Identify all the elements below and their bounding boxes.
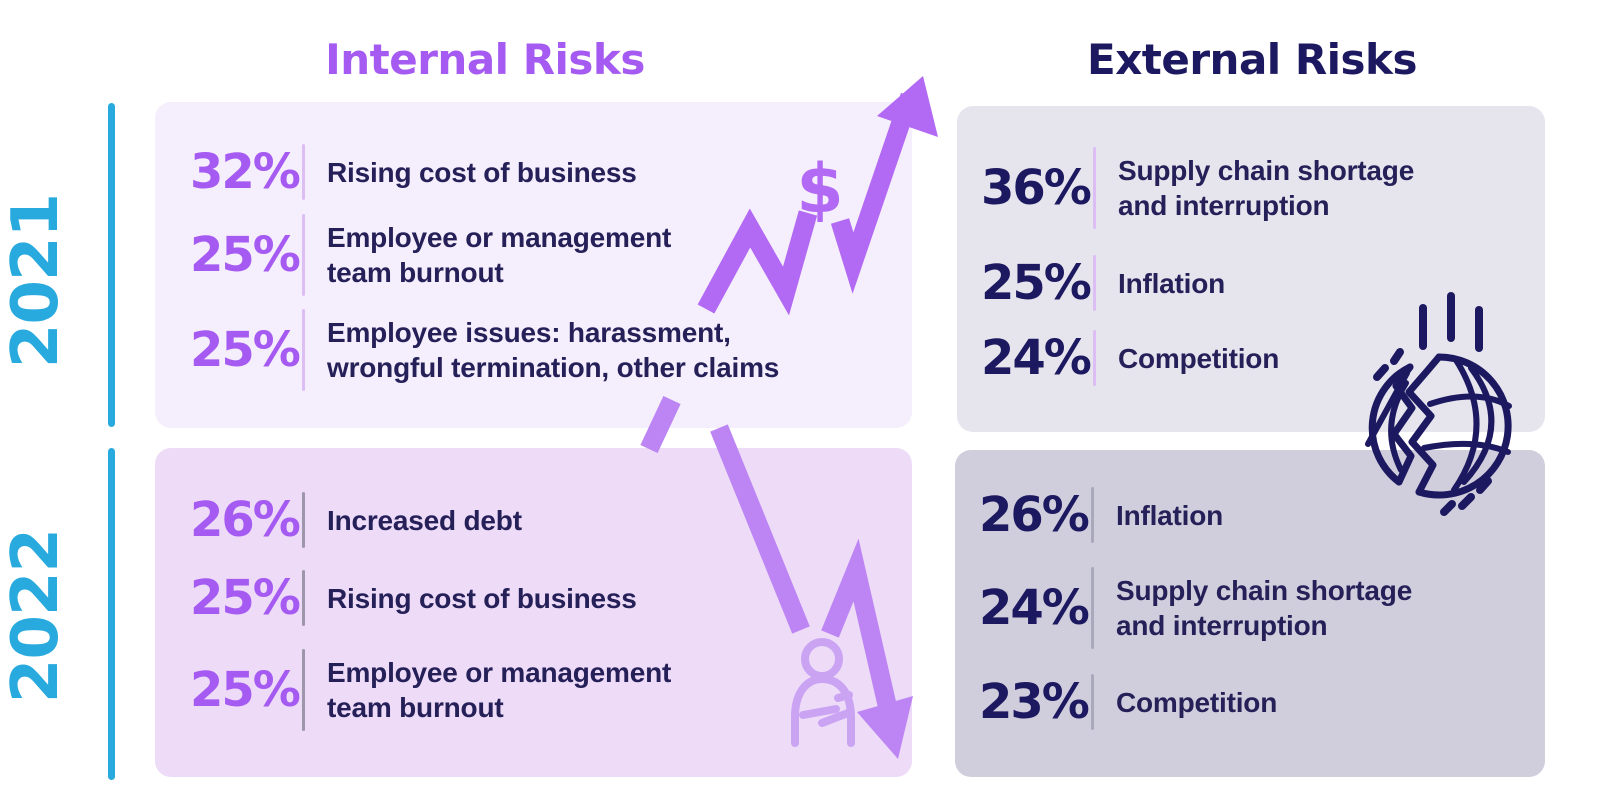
risk-label: Competition [1116, 686, 1278, 718]
external-risks-heading: External Risks [1087, 35, 1417, 84]
risk-percentage: 26% [979, 487, 1090, 543]
risk-label: Supply chain shortage and interruption [1116, 575, 1413, 641]
panel-external-2021: 36% Supply chain shortage and interrupti… [957, 106, 1545, 432]
year-2021-rail [108, 103, 115, 427]
year-2022-label: 2022 [0, 528, 73, 704]
risk-percentage: 23% [979, 674, 1090, 730]
divider [1091, 487, 1094, 543]
risk-row: 24% Supply chain shortage and interrupti… [979, 567, 1412, 649]
divider [1093, 330, 1096, 386]
divider [1093, 255, 1096, 311]
risk-row: 25% Rising cost of business [190, 570, 637, 626]
risk-row: 26% Inflation [979, 487, 1223, 543]
risk-row: 32% Rising cost of business [190, 144, 637, 200]
risk-label: Increased debt [327, 504, 522, 536]
divider [302, 309, 305, 391]
risk-row: 25% Inflation [981, 255, 1225, 311]
risk-percentage: 25% [981, 255, 1092, 311]
risk-label: Employee or management team burnout [327, 222, 672, 288]
panel-internal-2022: 26% Increased debt 25% Rising cost of bu… [155, 448, 912, 777]
risk-percentage: 24% [981, 330, 1092, 386]
risk-percentage: 36% [981, 160, 1092, 216]
divider [1091, 567, 1094, 649]
year-2022-rail [108, 448, 115, 780]
risk-label: Employee issues: harassment, wrongful te… [327, 317, 780, 383]
risk-row: 36% Supply chain shortage and interrupti… [981, 147, 1414, 229]
risk-row: 26% Increased debt [190, 492, 522, 548]
risk-row: 25% Employee issues: harassment, wrongfu… [190, 309, 779, 391]
panel-internal-2021: 32% Rising cost of business 25% Employee… [155, 102, 912, 428]
risk-label: Supply chain shortage and interruption [1118, 155, 1415, 221]
divider [1091, 674, 1094, 730]
divider [302, 649, 305, 731]
risk-percentage: 25% [190, 322, 301, 378]
divider [302, 492, 305, 548]
panel-external-2022: 26% Inflation 24% Supply chain shortage … [955, 450, 1545, 777]
risk-percentage: 25% [190, 570, 301, 626]
risk-row: 24% Competition [981, 330, 1279, 386]
divider [302, 570, 305, 626]
risk-row: 25% Employee or management team burnout [190, 214, 671, 296]
internal-risks-heading: Internal Risks [325, 35, 645, 84]
risk-label: Rising cost of business [327, 156, 637, 188]
risk-row: 25% Employee or management team burnout [190, 649, 671, 731]
risk-label: Inflation [1116, 499, 1224, 531]
risk-label: Rising cost of business [327, 582, 637, 614]
risk-label: Employee or management team burnout [327, 657, 672, 723]
divider [1093, 147, 1096, 229]
divider [302, 214, 305, 296]
risk-percentage: 24% [979, 580, 1090, 636]
risk-percentage: 26% [190, 492, 301, 548]
risk-label: Inflation [1118, 267, 1226, 299]
risk-label: Competition [1118, 342, 1280, 374]
risk-percentage: 25% [190, 227, 301, 283]
risk-row: 23% Competition [979, 674, 1277, 730]
divider [302, 144, 305, 200]
risk-percentage: 32% [190, 144, 301, 200]
risk-percentage: 25% [190, 662, 301, 718]
year-2021-label: 2021 [0, 193, 73, 369]
